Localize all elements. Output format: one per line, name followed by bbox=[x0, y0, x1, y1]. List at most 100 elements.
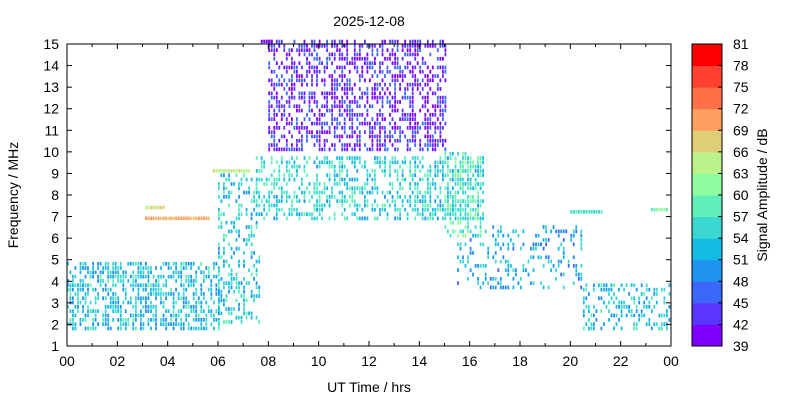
data-point bbox=[326, 138, 328, 143]
data-point bbox=[180, 326, 183, 331]
data-point bbox=[79, 318, 82, 322]
trace-point bbox=[175, 216, 178, 221]
data-point bbox=[416, 48, 419, 52]
data-point bbox=[306, 74, 308, 78]
data-point bbox=[356, 100, 359, 104]
data-point bbox=[374, 91, 376, 96]
data-point bbox=[285, 216, 288, 221]
data-point bbox=[419, 190, 422, 195]
data-point bbox=[84, 261, 87, 266]
data-point bbox=[318, 212, 321, 216]
x-tick-label: 00 bbox=[663, 353, 679, 369]
data-point bbox=[522, 268, 525, 272]
trace-point bbox=[150, 216, 153, 221]
data-point bbox=[291, 61, 293, 65]
data-point bbox=[353, 212, 356, 216]
data-point bbox=[124, 296, 127, 301]
data-point bbox=[371, 91, 374, 96]
data-point bbox=[313, 39, 316, 44]
data-point bbox=[135, 279, 137, 283]
data-point bbox=[419, 138, 422, 143]
data-point bbox=[439, 95, 442, 100]
x-tick-label: 06 bbox=[210, 353, 226, 369]
data-point bbox=[358, 156, 361, 160]
data-point bbox=[190, 261, 193, 266]
data-point bbox=[243, 251, 245, 255]
data-point bbox=[321, 207, 323, 212]
data-point bbox=[459, 160, 462, 165]
data-point bbox=[140, 300, 142, 305]
data-point bbox=[213, 313, 215, 318]
data-point bbox=[346, 134, 349, 139]
data-point bbox=[374, 156, 376, 160]
data-point bbox=[613, 300, 615, 305]
data-point bbox=[248, 311, 250, 316]
data-point bbox=[384, 126, 386, 130]
data-point bbox=[140, 309, 142, 313]
data-point bbox=[140, 322, 142, 326]
trace-point bbox=[230, 169, 233, 173]
data-point bbox=[406, 82, 409, 87]
data-point bbox=[303, 95, 306, 100]
data-point bbox=[414, 113, 417, 117]
data-point bbox=[220, 277, 223, 281]
data-point bbox=[152, 305, 155, 309]
data-point bbox=[343, 65, 346, 70]
trace-point bbox=[157, 205, 160, 210]
data-point bbox=[603, 287, 605, 292]
data-point bbox=[615, 305, 618, 309]
data-point bbox=[585, 322, 588, 326]
data-point bbox=[273, 138, 276, 143]
data-point bbox=[381, 203, 384, 208]
data-point bbox=[331, 104, 333, 109]
data-point bbox=[180, 279, 183, 283]
data-point bbox=[414, 65, 417, 70]
data-point bbox=[107, 326, 110, 331]
data-point bbox=[268, 207, 271, 212]
data-point bbox=[293, 207, 296, 212]
data-point bbox=[273, 108, 276, 113]
data-point bbox=[482, 216, 484, 221]
data-point bbox=[137, 296, 140, 301]
data-point bbox=[275, 160, 278, 165]
data-point bbox=[353, 95, 356, 100]
data-point bbox=[328, 203, 331, 208]
data-point bbox=[394, 169, 396, 173]
data-point bbox=[353, 199, 356, 203]
data-point bbox=[389, 82, 391, 87]
data-point bbox=[323, 104, 326, 109]
data-point bbox=[454, 216, 457, 221]
data-point bbox=[436, 56, 439, 61]
data-point bbox=[124, 326, 127, 331]
data-point bbox=[167, 322, 170, 326]
data-point bbox=[127, 300, 130, 305]
data-point bbox=[79, 322, 82, 326]
data-point bbox=[205, 274, 208, 279]
data-point bbox=[467, 156, 469, 160]
data-point bbox=[119, 279, 122, 283]
data-point bbox=[421, 61, 424, 65]
data-point bbox=[316, 104, 318, 109]
data-point bbox=[328, 199, 331, 203]
trace-point bbox=[160, 205, 163, 210]
data-point bbox=[268, 130, 271, 134]
data-point bbox=[364, 195, 366, 199]
data-point bbox=[452, 177, 454, 182]
data-point bbox=[94, 309, 97, 313]
data-point bbox=[366, 61, 369, 65]
data-point bbox=[366, 65, 369, 70]
data-point bbox=[180, 283, 183, 288]
data-point bbox=[338, 156, 341, 160]
data-point bbox=[238, 207, 240, 212]
data-point bbox=[409, 113, 412, 117]
data-point bbox=[356, 117, 359, 121]
data-point bbox=[494, 251, 497, 255]
data-point bbox=[426, 169, 429, 173]
data-point bbox=[396, 48, 399, 52]
data-point bbox=[331, 190, 333, 195]
data-point bbox=[301, 212, 303, 216]
data-point bbox=[301, 44, 303, 48]
data-point bbox=[298, 138, 301, 143]
data-point bbox=[396, 216, 399, 221]
data-point bbox=[562, 229, 565, 234]
